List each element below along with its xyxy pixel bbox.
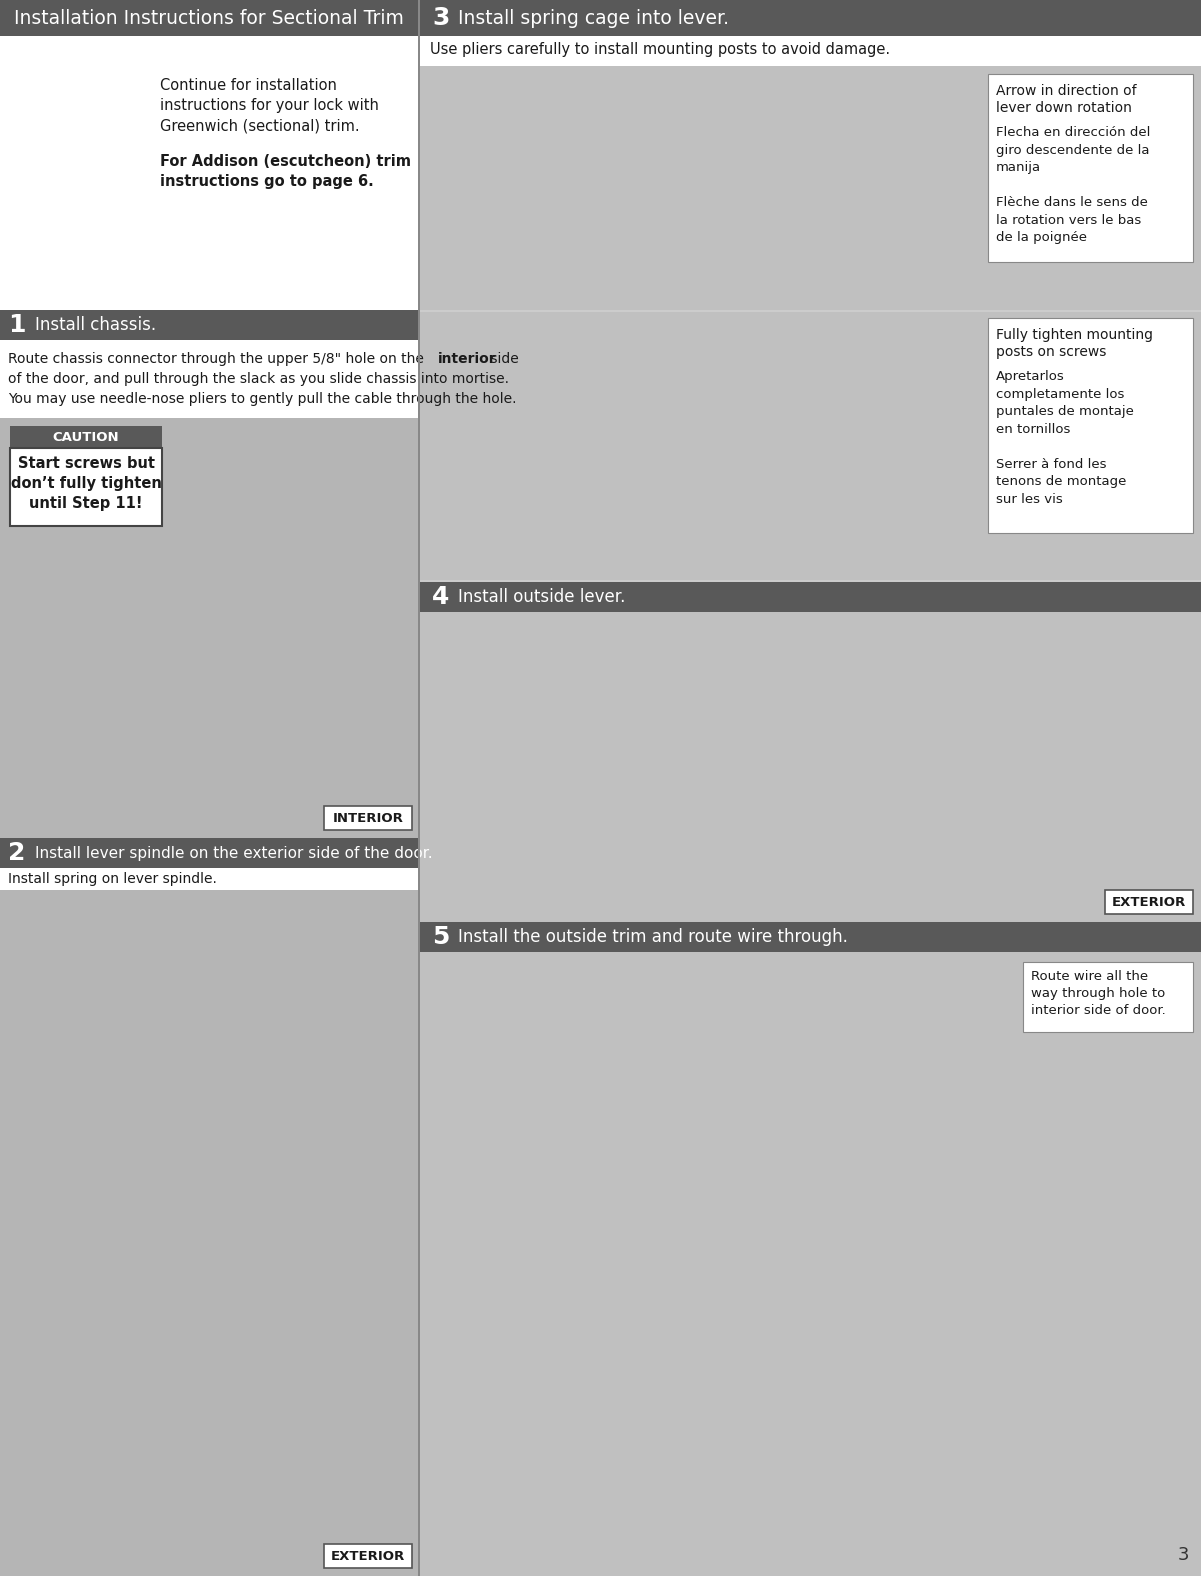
Bar	[0, 838, 418, 868]
Text: Start screws but: Start screws but	[18, 455, 155, 471]
Bar	[418, 0, 420, 1576]
Text: Use pliers carefully to install mounting posts to avoid damage.: Use pliers carefully to install mounting…	[430, 43, 890, 57]
Text: Install spring cage into lever.: Install spring cage into lever.	[458, 8, 729, 27]
Text: until Step 11!: until Step 11!	[29, 496, 143, 511]
Text: Flecha en dirección del
giro descendente de la
manija

Flèche dans le sens de
la: Flecha en dirección del giro descendente…	[996, 126, 1151, 244]
Text: interior side of door.: interior side of door.	[1030, 1004, 1166, 1017]
Text: Fully tighten mounting: Fully tighten mounting	[996, 328, 1153, 342]
Text: Install the outside trim and route wire through.: Install the outside trim and route wire …	[458, 928, 848, 946]
Bar	[0, 340, 418, 418]
Text: Install outside lever.: Install outside lever.	[458, 588, 626, 607]
Text: 3: 3	[432, 6, 449, 30]
Text: lever down rotation: lever down rotation	[996, 101, 1131, 115]
Text: INTERIOR: INTERIOR	[333, 812, 404, 824]
Bar	[418, 582, 1201, 611]
Bar	[418, 922, 1201, 952]
Bar	[1105, 890, 1193, 914]
Bar	[418, 0, 420, 36]
Text: of the door, and pull through the slack as you slide chassis into mortise.: of the door, and pull through the slack …	[8, 372, 509, 386]
Bar	[418, 952, 1201, 1576]
Text: Route chassis connector through the upper 5/8" hole on the: Route chassis connector through the uppe…	[8, 351, 429, 366]
Bar	[0, 418, 418, 838]
Bar	[0, 310, 418, 340]
Text: CAUTION: CAUTION	[53, 430, 119, 443]
Text: Apretarlos
completamente los
puntales de montaje
en tornillos

Serrer à fond les: Apretarlos completamente los puntales de…	[996, 370, 1134, 506]
Text: way through hole to: way through hole to	[1030, 987, 1165, 1001]
Text: Installation Instructions for Sectional Trim: Installation Instructions for Sectional …	[14, 8, 404, 27]
Bar	[0, 868, 418, 890]
Text: Continue for installation: Continue for installation	[160, 77, 336, 93]
Bar	[418, 36, 1201, 66]
Bar	[1023, 961, 1193, 1032]
Bar	[988, 318, 1193, 533]
Bar	[0, 310, 30, 340]
Text: posts on screws: posts on screws	[996, 345, 1106, 359]
Text: Install lever spindle on the exterior side of the door.: Install lever spindle on the exterior si…	[35, 845, 432, 860]
Text: instructions for your lock with: instructions for your lock with	[160, 98, 378, 113]
Text: You may use needle-nose pliers to gently pull the cable through the hole.: You may use needle-nose pliers to gently…	[8, 392, 516, 407]
Bar	[418, 580, 1201, 582]
Text: Route wire all the: Route wire all the	[1030, 969, 1148, 983]
Text: Arrow in direction of: Arrow in direction of	[996, 84, 1136, 98]
Bar	[0, 36, 418, 310]
Text: 4: 4	[432, 585, 449, 608]
Text: side: side	[486, 351, 519, 366]
Text: Greenwich (sectional) trim.: Greenwich (sectional) trim.	[160, 118, 359, 132]
Text: 1: 1	[8, 314, 25, 337]
Bar	[418, 310, 1201, 312]
Bar	[10, 448, 162, 526]
Text: EXTERIOR: EXTERIOR	[330, 1549, 405, 1562]
Text: don’t fully tighten: don’t fully tighten	[11, 476, 161, 492]
Bar	[0, 0, 1201, 36]
Text: Install chassis.: Install chassis.	[35, 317, 156, 334]
Text: Install spring on lever spindle.: Install spring on lever spindle.	[8, 872, 217, 886]
Text: For Addison (escutcheon) trim: For Addison (escutcheon) trim	[160, 154, 411, 169]
Text: EXTERIOR: EXTERIOR	[1112, 895, 1187, 908]
Text: 3: 3	[1177, 1546, 1189, 1563]
Bar	[988, 74, 1193, 262]
Bar	[324, 805, 412, 831]
Bar	[10, 426, 162, 448]
Bar	[418, 66, 1201, 310]
Text: instructions go to page 6.: instructions go to page 6.	[160, 173, 374, 189]
Bar	[324, 1544, 412, 1568]
Bar	[418, 310, 1201, 582]
Bar	[418, 611, 1201, 922]
Text: interior: interior	[438, 351, 497, 366]
Text: 5: 5	[432, 925, 449, 949]
Text: 2: 2	[8, 842, 25, 865]
Bar	[0, 890, 418, 1576]
